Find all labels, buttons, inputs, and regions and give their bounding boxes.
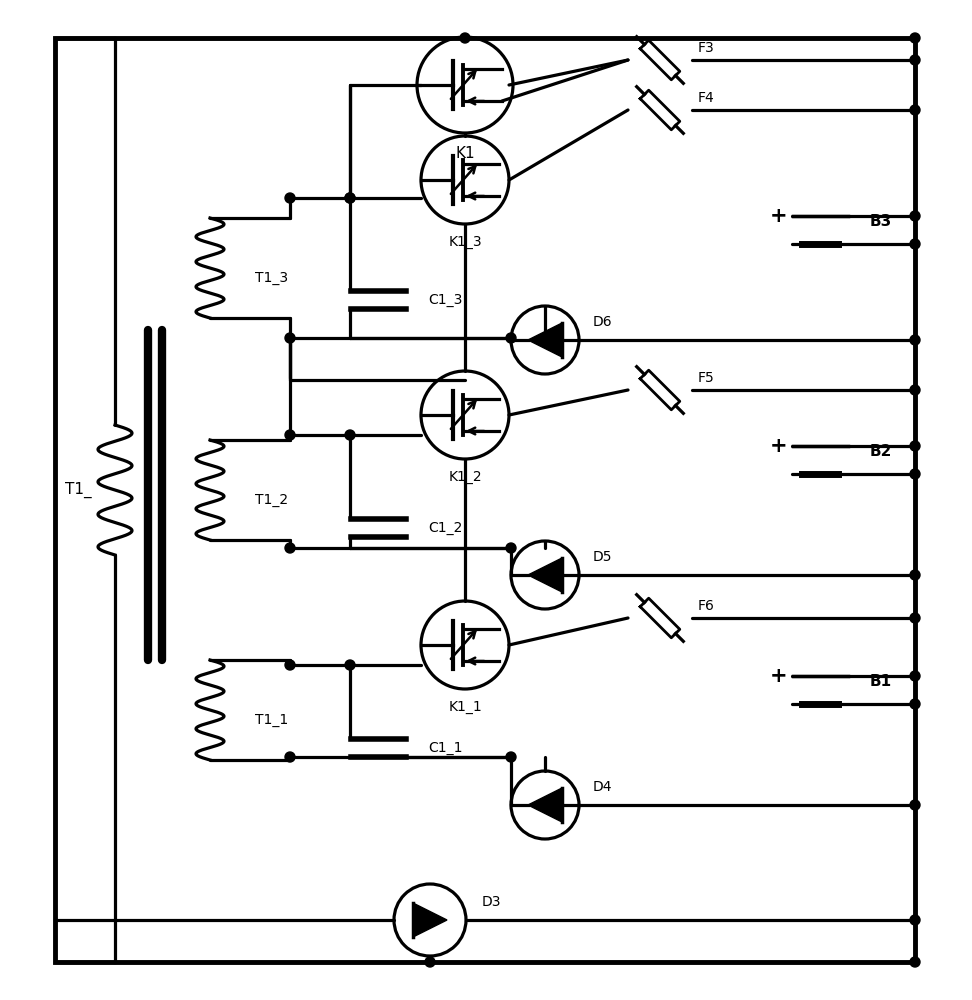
Circle shape — [345, 430, 355, 440]
Text: B2: B2 — [870, 444, 892, 460]
Circle shape — [910, 613, 920, 623]
Text: K1_3: K1_3 — [448, 235, 482, 249]
Circle shape — [345, 660, 355, 670]
Text: T1_: T1_ — [65, 482, 91, 498]
Circle shape — [910, 915, 920, 925]
Circle shape — [285, 752, 295, 762]
Text: K1_2: K1_2 — [448, 470, 482, 484]
Text: C1_2: C1_2 — [428, 521, 463, 535]
Circle shape — [910, 699, 920, 709]
Text: F3: F3 — [698, 41, 714, 55]
Text: +: + — [770, 666, 787, 686]
Circle shape — [910, 671, 920, 681]
Circle shape — [506, 752, 516, 762]
Text: K1_1: K1_1 — [448, 700, 482, 714]
Circle shape — [506, 543, 516, 553]
Circle shape — [910, 469, 920, 479]
Circle shape — [345, 193, 355, 203]
Text: D6: D6 — [593, 315, 612, 329]
Polygon shape — [528, 788, 562, 822]
Polygon shape — [528, 558, 562, 592]
Circle shape — [345, 193, 355, 203]
Circle shape — [910, 385, 920, 395]
Text: D5: D5 — [593, 550, 612, 564]
Text: F4: F4 — [698, 91, 714, 105]
Text: F5: F5 — [698, 371, 714, 385]
Circle shape — [910, 211, 920, 221]
Polygon shape — [413, 903, 447, 937]
Circle shape — [285, 193, 295, 203]
Text: B1: B1 — [870, 674, 892, 690]
Circle shape — [425, 957, 435, 967]
Circle shape — [910, 33, 920, 43]
Circle shape — [910, 800, 920, 810]
Circle shape — [910, 441, 920, 451]
Text: K1: K1 — [455, 145, 474, 160]
Circle shape — [910, 55, 920, 65]
Circle shape — [460, 33, 470, 43]
Text: C1_1: C1_1 — [428, 741, 463, 755]
Polygon shape — [528, 323, 562, 357]
Circle shape — [910, 105, 920, 115]
Text: D4: D4 — [593, 780, 612, 794]
Circle shape — [910, 570, 920, 580]
Text: T1_2: T1_2 — [255, 493, 288, 507]
Circle shape — [910, 335, 920, 345]
Text: +: + — [770, 436, 787, 456]
Circle shape — [285, 430, 295, 440]
Text: F6: F6 — [698, 599, 714, 613]
Circle shape — [285, 543, 295, 553]
Text: C1_3: C1_3 — [428, 293, 463, 307]
Text: +: + — [770, 206, 787, 226]
Text: T1_3: T1_3 — [255, 271, 288, 285]
Circle shape — [285, 660, 295, 670]
Circle shape — [285, 333, 295, 343]
Bar — [55, 38, 915, 962]
Text: T1_1: T1_1 — [255, 713, 289, 727]
Circle shape — [910, 239, 920, 249]
Circle shape — [506, 333, 516, 343]
Circle shape — [910, 957, 920, 967]
Text: B3: B3 — [870, 215, 892, 230]
Text: D3: D3 — [482, 895, 502, 909]
